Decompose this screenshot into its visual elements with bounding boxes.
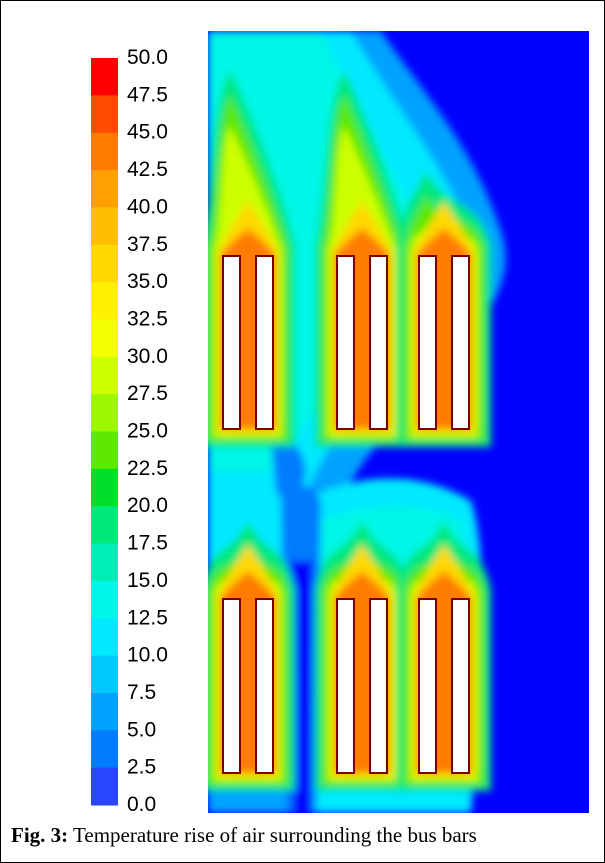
colorbar-band: [91, 580, 118, 619]
bus-bar: [255, 598, 274, 774]
bus-bar: [336, 598, 355, 774]
colorbar-tick-label: 22.5: [127, 457, 168, 480]
colorbar-tick-label: 7.5: [127, 681, 156, 704]
colorbar-band: [91, 132, 118, 171]
colorbar-band: [91, 170, 118, 208]
bus-bar: [369, 255, 388, 430]
colorbar-tick-label: 17.5: [127, 532, 168, 555]
bus-bar: [255, 255, 274, 430]
figure-caption: Fig. 3: Temperature rise of air surround…: [11, 823, 596, 848]
colorbar-tick-label: 15.0: [127, 569, 168, 592]
colorbar-band: [91, 543, 118, 582]
bus-bar: [222, 255, 241, 430]
colorbar-tick-label: 37.5: [127, 233, 168, 256]
colorbar-tick-label: 30.0: [127, 345, 168, 368]
colorbar-band: [91, 730, 118, 769]
colorbar-tick-label: 0.0: [127, 793, 156, 816]
colorbar-tick-label: 25.0: [127, 420, 168, 443]
colorbar-tick-label: 2.5: [127, 756, 156, 779]
colorbar-band: [91, 431, 118, 470]
colorbar-tick-label: 42.5: [127, 158, 168, 181]
colorbar-tick-label: 27.5: [127, 382, 168, 405]
bus-bar: [418, 255, 437, 430]
colorbar-band: [91, 319, 118, 358]
bus-bar: [369, 598, 388, 774]
colorbar-tick-label: 35.0: [127, 270, 168, 293]
colorbar-tick-label: 50.0: [127, 46, 168, 69]
colorbar-band: [91, 356, 118, 395]
caption-text: Temperature rise of air surrounding the …: [68, 823, 477, 847]
colorbar-band: [91, 655, 118, 694]
colorbar-tick-label: 40.0: [127, 195, 168, 218]
contour-band: [271, 437, 306, 502]
colorbar-tick-label: 20.0: [127, 494, 168, 517]
colorbar-band: [91, 618, 118, 657]
colorbar-band: [91, 58, 118, 96]
colorbar-tick-label: 32.5: [127, 307, 168, 330]
colorbar-band: [91, 394, 118, 432]
colorbar-band: [91, 244, 118, 283]
colorbar-band: [91, 207, 118, 246]
colorbar-band: [91, 468, 118, 507]
bus-bar: [451, 598, 470, 774]
colorbar-band: [91, 95, 118, 134]
caption-label: Fig. 3:: [11, 823, 69, 847]
colorbar-tick-label: 45.0: [127, 121, 168, 144]
colorbar-tick-label: 10.0: [127, 644, 168, 667]
colorbar-band: [91, 692, 118, 731]
colorbar-tick-label: 47.5: [127, 83, 168, 106]
bus-bar: [222, 598, 241, 774]
colorbar-band: [91, 767, 118, 806]
colorbar-tick-label: 5.0: [127, 718, 156, 741]
bus-bar: [451, 255, 470, 430]
colorbar-band: [91, 282, 118, 320]
colorbar-tick-label: 12.5: [127, 606, 168, 629]
bus-bar: [336, 255, 355, 430]
bus-bar: [418, 598, 437, 774]
colorbar-band: [91, 506, 118, 545]
temperature-contour-plot: [208, 31, 589, 813]
colorbar: 50.0 47.5 45.0 42.5 40.0 37.5 35.0 32.5 30.0 27.5…: [91, 46, 168, 816]
